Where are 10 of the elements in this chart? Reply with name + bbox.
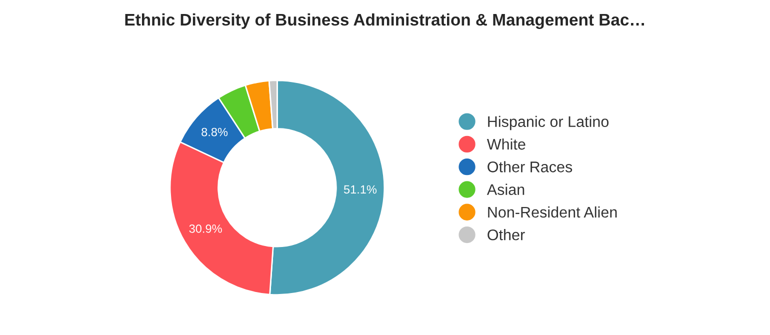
legend-label: Other Races [488,161,572,172]
chart-title: Ethnic Diversity of Business Administration & Management Bac… [125,13,644,30]
legend-label: Asian [486,184,524,195]
data-label: 30.9% [189,224,222,233]
legend-label: Hispanic or Latino [488,116,609,130]
legend-label: White [486,138,526,150]
data-label: 8.8% [202,128,228,136]
data-label: 51.1% [344,185,377,194]
legend-label: Non-Resident Alien [488,206,617,218]
legend-label: Other [488,229,525,240]
